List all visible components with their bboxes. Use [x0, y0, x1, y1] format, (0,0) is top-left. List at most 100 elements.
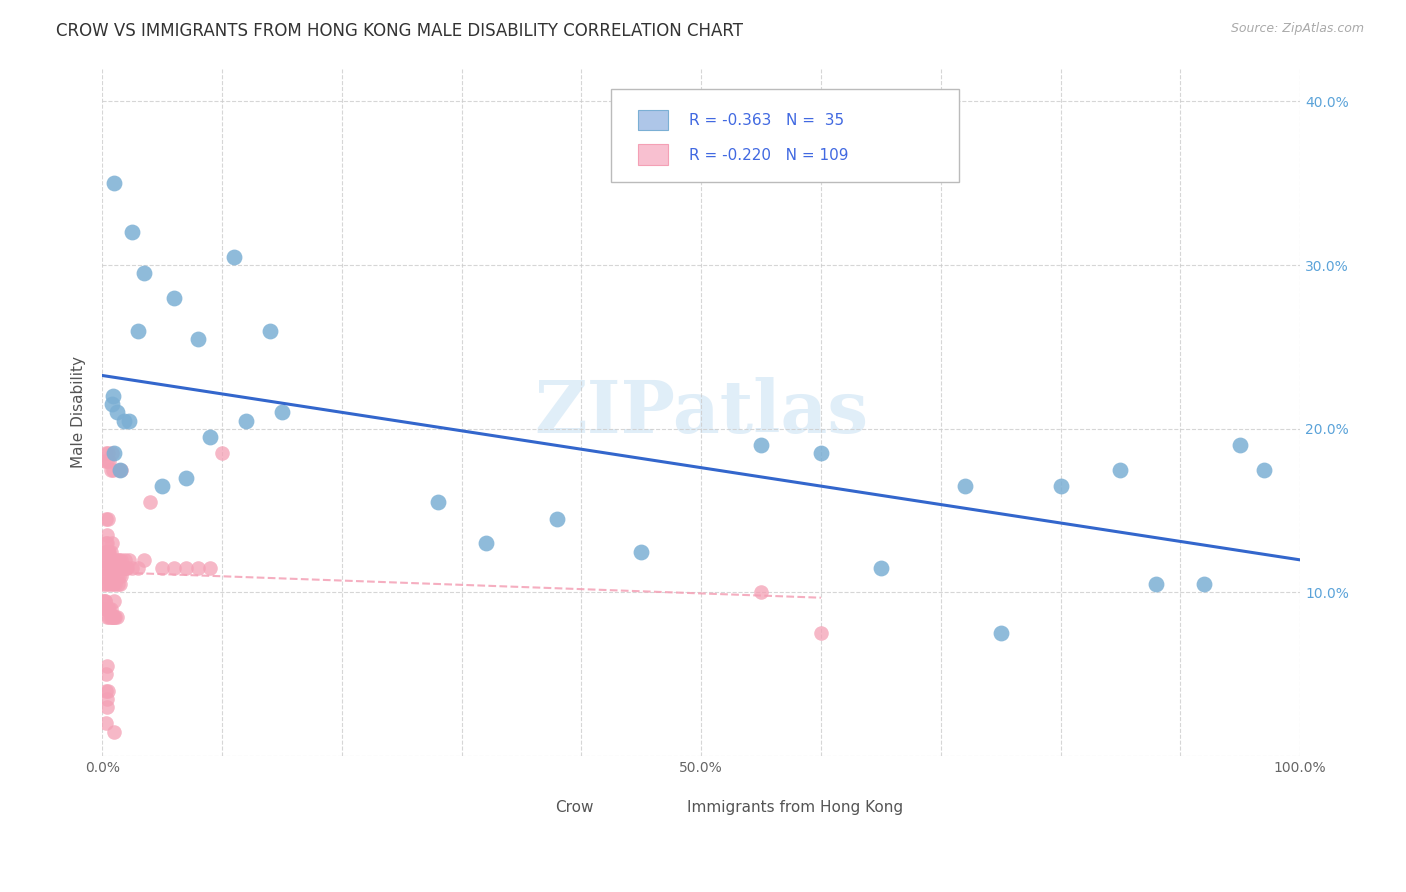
Point: [101, 446, 124, 460]
Point: [101, 397, 124, 411]
Point: [101, 561, 124, 575]
Point: [94, 602, 117, 616]
Point: [96, 536, 118, 550]
Point: [100, 561, 122, 575]
Point: [117, 561, 139, 575]
Point: [93, 593, 115, 607]
Point: [100, 610, 122, 624]
Point: [990, 626, 1012, 640]
FancyBboxPatch shape: [638, 110, 668, 130]
Point: [93, 553, 115, 567]
Point: [94, 446, 117, 460]
Point: [810, 626, 832, 640]
Point: [150, 479, 173, 493]
Point: [100, 463, 122, 477]
Point: [96, 528, 118, 542]
Point: [94, 544, 117, 558]
Point: [96, 610, 118, 624]
Point: [108, 463, 131, 477]
Point: [546, 512, 568, 526]
Point: [97, 544, 120, 558]
Point: [94, 602, 117, 616]
Point: [97, 512, 120, 526]
Point: [749, 585, 772, 599]
Point: [112, 413, 135, 427]
Text: Crow: Crow: [555, 799, 593, 814]
Point: [103, 593, 125, 607]
Point: [953, 479, 976, 493]
Point: [105, 569, 128, 583]
Point: [112, 561, 135, 575]
Point: [105, 405, 128, 419]
Point: [96, 569, 118, 583]
Point: [134, 553, 156, 567]
Point: [93, 544, 115, 558]
Point: [108, 577, 131, 591]
Point: [127, 561, 149, 575]
Point: [749, 438, 772, 452]
Point: [110, 553, 132, 567]
Point: [98, 544, 121, 558]
Point: [96, 659, 118, 673]
Point: [187, 561, 209, 575]
Point: [117, 413, 139, 427]
Point: [101, 553, 124, 567]
Point: [98, 553, 121, 567]
Point: [121, 225, 143, 239]
Text: CROW VS IMMIGRANTS FROM HONG KONG MALE DISABILITY CORRELATION CHART: CROW VS IMMIGRANTS FROM HONG KONG MALE D…: [56, 22, 744, 40]
Point: [105, 553, 128, 567]
Point: [94, 536, 117, 550]
Point: [139, 495, 162, 509]
Point: [235, 413, 257, 427]
Point: [104, 577, 127, 591]
Point: [1229, 438, 1251, 452]
Point: [93, 577, 115, 591]
Point: [97, 544, 120, 558]
Point: [97, 602, 120, 616]
Point: [98, 610, 121, 624]
Point: [163, 291, 186, 305]
Point: [101, 569, 124, 583]
Point: [94, 683, 117, 698]
Point: [163, 561, 186, 575]
Point: [100, 577, 122, 591]
Point: [211, 446, 233, 460]
Point: [93, 454, 115, 468]
Point: [101, 463, 124, 477]
Point: [107, 561, 129, 575]
FancyBboxPatch shape: [522, 799, 548, 816]
Point: [1049, 479, 1071, 493]
FancyBboxPatch shape: [654, 799, 679, 816]
Point: [103, 724, 125, 739]
Point: [101, 389, 124, 403]
Point: [96, 700, 118, 714]
Point: [103, 446, 125, 460]
Point: [104, 561, 127, 575]
Point: [94, 512, 117, 526]
Point: [174, 561, 197, 575]
Point: [1109, 463, 1132, 477]
Point: [121, 561, 143, 575]
Point: [1144, 577, 1167, 591]
Text: ZIPatlas: ZIPatlas: [534, 377, 869, 448]
Point: [108, 561, 131, 575]
Point: [270, 405, 292, 419]
Point: [630, 544, 652, 558]
Point: [108, 463, 131, 477]
Point: [103, 610, 125, 624]
Point: [101, 610, 124, 624]
Point: [94, 561, 117, 575]
Point: [100, 544, 122, 558]
Point: [474, 536, 496, 550]
Text: R = -0.220   N = 109: R = -0.220 N = 109: [689, 148, 849, 162]
Point: [101, 536, 124, 550]
Point: [97, 602, 120, 616]
Point: [174, 471, 197, 485]
Point: [97, 577, 120, 591]
Point: [97, 683, 120, 698]
Point: [259, 324, 281, 338]
Text: Source: ZipAtlas.com: Source: ZipAtlas.com: [1230, 22, 1364, 36]
Point: [111, 561, 134, 575]
Point: [103, 176, 125, 190]
Point: [115, 561, 138, 575]
